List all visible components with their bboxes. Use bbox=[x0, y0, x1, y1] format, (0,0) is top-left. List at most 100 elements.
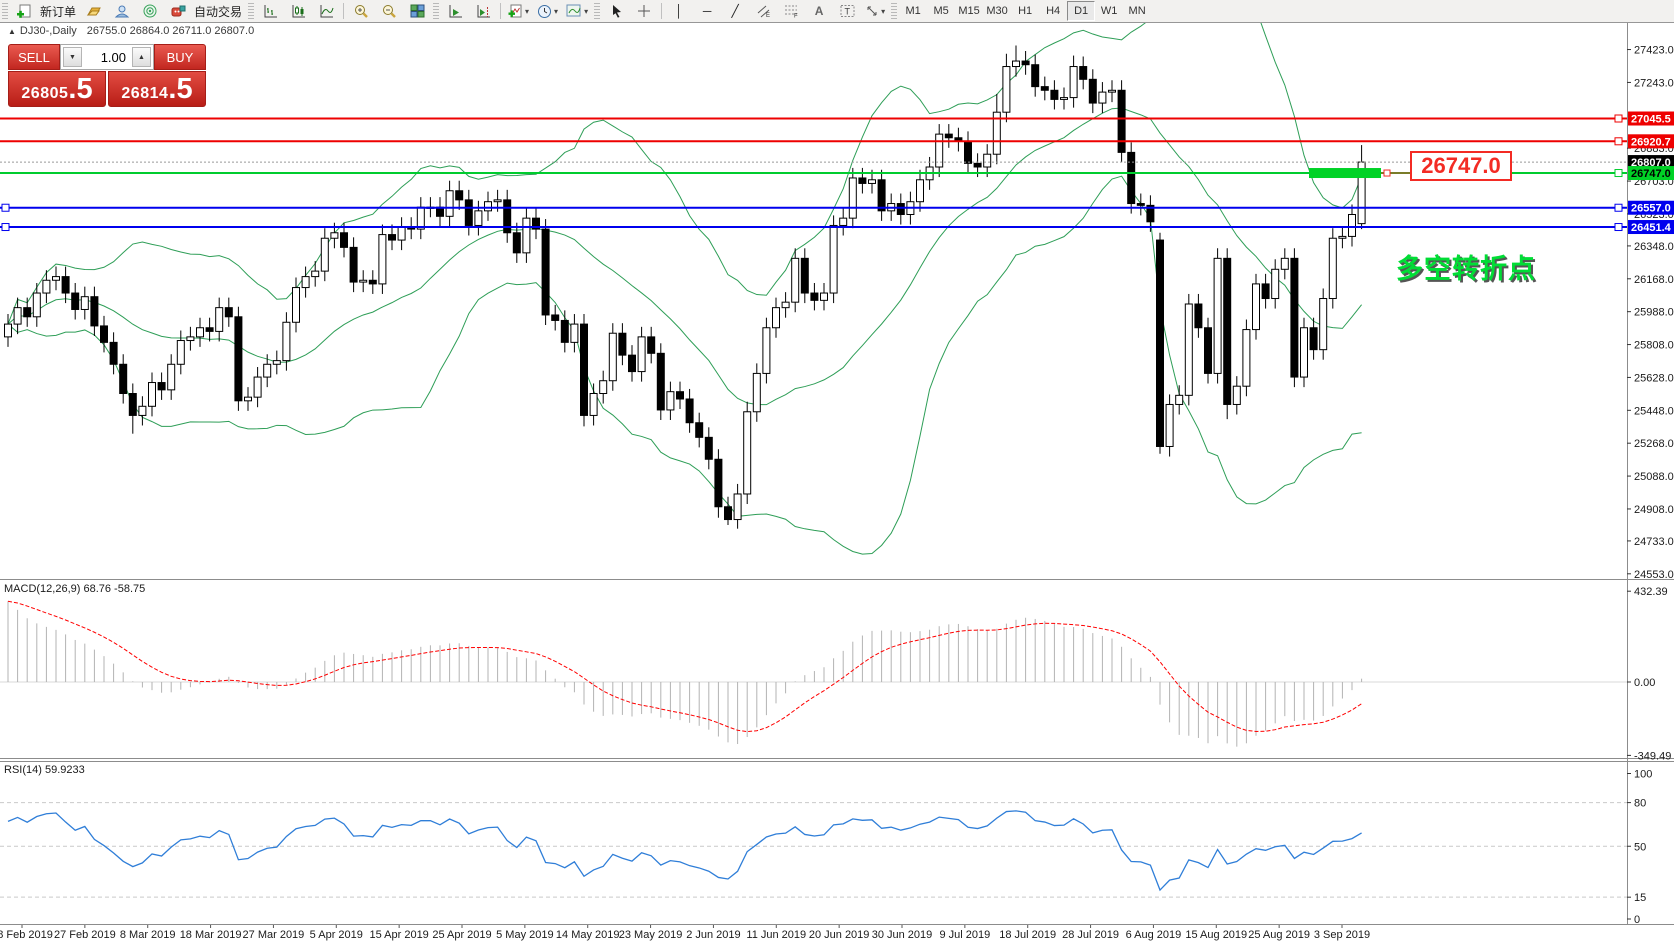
candle-body bbox=[416, 206, 425, 230]
timeframe-w1[interactable]: W1 bbox=[1100, 5, 1118, 17]
candle-body bbox=[666, 391, 675, 411]
toolbar-grip[interactable] bbox=[594, 3, 601, 19]
chart-shift-button[interactable] bbox=[470, 1, 496, 21]
channel-tool-button[interactable]: E bbox=[750, 1, 776, 21]
candle-body bbox=[138, 405, 147, 416]
collapse-arrow-icon[interactable]: ▲ bbox=[8, 27, 16, 36]
candle-body bbox=[244, 396, 252, 402]
periods-button[interactable]: ▾ bbox=[534, 1, 561, 21]
candle-body bbox=[858, 177, 867, 184]
buy-button[interactable]: BUY bbox=[154, 44, 206, 70]
macd-indicator-label: MACD(12,26,9) 68.76 -58.75 bbox=[4, 583, 146, 595]
candle-body bbox=[359, 279, 368, 283]
support-price-label: 26451.4 bbox=[1631, 222, 1672, 234]
toolbar-grip[interactable] bbox=[2, 3, 8, 19]
candle-body bbox=[493, 199, 502, 203]
text-tool-button[interactable]: A bbox=[806, 1, 832, 21]
volume-increase-button[interactable]: ▲ bbox=[132, 47, 151, 67]
sell-button[interactable]: SELL bbox=[8, 44, 60, 70]
zoom-out-button[interactable] bbox=[376, 1, 402, 21]
timeframe-m30[interactable]: M30 bbox=[986, 5, 1008, 17]
candle-body bbox=[647, 336, 656, 354]
candle-body bbox=[1127, 151, 1136, 205]
macd-axis-tick-label: 0.00 bbox=[1634, 677, 1655, 689]
zoom-in-button[interactable] bbox=[348, 1, 374, 21]
toolbar-grip[interactable] bbox=[433, 3, 440, 19]
timeframe-m5[interactable]: M5 bbox=[933, 5, 949, 17]
new-order-label[interactable]: 新订单 bbox=[40, 4, 77, 19]
sell-price-button[interactable]: 26805.5 bbox=[8, 71, 106, 107]
candle-body bbox=[263, 363, 272, 378]
candle-body bbox=[589, 393, 598, 416]
toolbar-grip[interactable] bbox=[248, 3, 255, 19]
candle-body bbox=[157, 382, 166, 391]
templates-button[interactable]: ▾ bbox=[563, 1, 591, 21]
candle-body bbox=[1088, 78, 1097, 104]
templates-icon bbox=[566, 4, 581, 17]
candle-body bbox=[628, 354, 636, 373]
chart-background bbox=[0, 23, 1674, 944]
volume-input[interactable] bbox=[84, 45, 130, 69]
pivot-price-label-bg bbox=[1628, 166, 1674, 181]
candle-body bbox=[301, 276, 310, 289]
buy-price-button[interactable]: 26814.5 bbox=[108, 71, 206, 107]
vertical-line-tool-button[interactable]: │ bbox=[666, 1, 692, 21]
timeframe-m1[interactable]: M1 bbox=[905, 5, 921, 17]
toolbar-grip[interactable] bbox=[891, 3, 898, 19]
candle-body bbox=[1232, 385, 1241, 405]
rsi-axis-tick-label: 50 bbox=[1634, 841, 1646, 853]
candle-body bbox=[330, 232, 339, 239]
candle-body bbox=[90, 296, 99, 327]
candlestick-chart-button[interactable] bbox=[285, 1, 311, 21]
indicators-button[interactable]: ▾ bbox=[505, 1, 532, 21]
candle-body bbox=[503, 199, 512, 234]
strategy-signal-button[interactable] bbox=[137, 1, 163, 21]
candle-body bbox=[215, 307, 224, 332]
one-click-trading-panel: SELL ▼ ▲ BUY 26805.5 26814.5 bbox=[8, 44, 206, 107]
candle-body bbox=[1136, 203, 1145, 206]
timeframe-mn[interactable]: MN bbox=[1128, 5, 1146, 17]
candle-body bbox=[560, 319, 569, 343]
time-axis-label: 27 Mar 2019 bbox=[243, 929, 305, 941]
horizontal-line-tool-button[interactable]: ─ bbox=[694, 1, 720, 21]
auto-scroll-button[interactable] bbox=[442, 1, 468, 21]
support-price-label-bg bbox=[1628, 220, 1674, 235]
support-price-label-bg bbox=[1628, 200, 1674, 215]
candle-body bbox=[522, 217, 531, 254]
candle-body bbox=[32, 292, 41, 318]
svg-text:F: F bbox=[794, 14, 798, 19]
turning-point-annotation[interactable]: 多空转折点 bbox=[1396, 254, 1536, 284]
fibonacci-tool-button[interactable]: F bbox=[778, 1, 804, 21]
new-order-button[interactable] bbox=[11, 1, 37, 21]
candle-body bbox=[1021, 60, 1030, 66]
toolbar-separator bbox=[343, 3, 345, 19]
profiles-button[interactable] bbox=[81, 1, 107, 21]
candle-body bbox=[484, 201, 492, 212]
terminal-button[interactable] bbox=[109, 1, 135, 21]
timeframe-m15[interactable]: M15 bbox=[958, 5, 980, 17]
timeframe-h1[interactable]: H1 bbox=[1018, 5, 1033, 17]
autotrading-button[interactable] bbox=[165, 1, 191, 21]
rsi-axis-tick-label: 0 bbox=[1634, 914, 1640, 926]
cursor-tool-button[interactable] bbox=[603, 1, 629, 21]
bar-chart-button[interactable] bbox=[257, 1, 283, 21]
candle-body bbox=[23, 307, 32, 318]
line-chart-button[interactable] bbox=[313, 1, 339, 21]
volume-decrease-button[interactable]: ▼ bbox=[63, 47, 82, 67]
candle-body bbox=[253, 376, 262, 398]
crosshair-tool-button[interactable] bbox=[631, 1, 657, 21]
tile-windows-button[interactable] bbox=[404, 1, 430, 21]
timeframe-h4[interactable]: H4 bbox=[1046, 5, 1061, 17]
text-label-tool-button[interactable]: T bbox=[834, 1, 860, 21]
dropdown-arrow-icon: ▾ bbox=[584, 6, 589, 16]
pivot-thick-segment bbox=[1309, 168, 1381, 179]
arrows-tool-button[interactable]: ▾ bbox=[862, 1, 888, 21]
candle-body bbox=[820, 292, 828, 301]
price-callout-label[interactable]: 26747.0 bbox=[1410, 151, 1512, 181]
timeframe-d1[interactable]: D1 bbox=[1067, 1, 1096, 21]
time-axis-label: 5 May 2019 bbox=[496, 929, 553, 941]
rsi-indicator-label: RSI(14) 59.9233 bbox=[4, 764, 85, 776]
trendline-tool-button[interactable]: ╱ bbox=[722, 1, 748, 21]
autotrading-label[interactable]: 自动交易 bbox=[194, 4, 243, 19]
